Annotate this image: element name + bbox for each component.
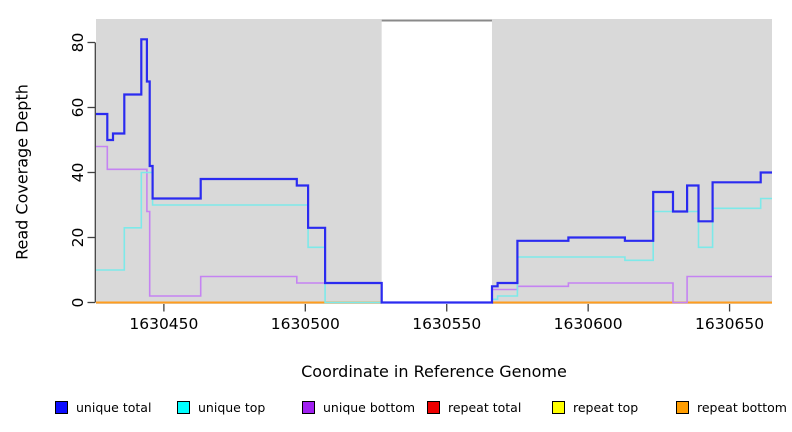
legend-item-repeat-top: repeat top [552,398,638,416]
legend-item-unique-top: unique top [177,398,265,416]
coverage-chart: 0 20 40 60 80 1630450 1630500 1630550 1630600 163… [69,19,772,333]
legend-label: unique top [198,399,266,415]
x-tick-label: 1630450 [129,315,198,333]
legend-swatch [302,400,315,414]
x-tick-label: 1630550 [412,315,481,333]
legend-label: repeat top [573,399,639,415]
legend-swatch [552,400,565,414]
y-tick-label: 60 [69,98,87,118]
y-tick-label: 20 [69,228,87,248]
legend-swatch [177,400,190,414]
y-tick-label: 40 [69,163,87,183]
masked-region [381,19,492,304]
legend-label: repeat total [448,399,522,415]
legend-item-unique-total: unique total [55,398,151,416]
legend-swatch [427,400,440,414]
legend-label: repeat bottom [697,399,787,415]
x-tick-label: 1630650 [695,315,764,333]
x-axis-label: Coordinate in Reference Genome [301,362,567,381]
legend-item-unique-bottom: unique bottom [302,398,415,416]
y-axis-label: Read Coverage Depth [12,84,32,260]
legend-label: unique bottom [323,399,416,415]
legend-item-repeat-bottom: repeat bottom [676,398,787,416]
series-line-unique-top [96,171,772,304]
chart-legend: unique total unique top unique bottom repea… [0,398,792,420]
y-tick-label: 0 [69,298,87,308]
legend-swatch [676,400,689,414]
legend-swatch [55,400,68,414]
x-tick-label: 1630600 [554,315,623,333]
y-tick-label: 80 [69,33,87,53]
series-line-unique-total [96,38,772,304]
legend-item-repeat-total: repeat total [427,398,521,416]
legend-label: unique total [76,399,152,415]
x-tick-label: 1630500 [271,315,340,333]
